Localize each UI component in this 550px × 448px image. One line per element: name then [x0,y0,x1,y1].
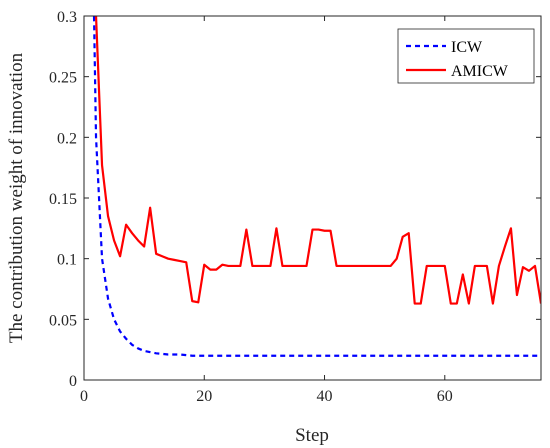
x-axis-title: Step [295,425,329,446]
y-tick-label: 0.1 [57,252,77,269]
y-tick-label: 0 [69,373,77,390]
y-axis-title: The contribution weight of innovation [6,52,27,343]
legend-label-amicw: AMICW [451,63,509,80]
x-tick-label: 20 [196,388,212,405]
y-tick-label: 0.05 [49,312,77,329]
legend-label-icw: ICW [451,39,483,56]
x-tick-label: 40 [317,388,333,405]
y-tick-label: 0.3 [57,9,77,26]
series-line-amicw [94,16,541,305]
tick-layer: 0 20 40 60 0 0.05 0.1 0.15 0.2 0.25 0.3 [49,9,541,405]
series-layer [92,16,541,357]
y-tick-label: 0.25 [49,70,77,87]
legend-box [397,28,535,84]
x-tick-label: 60 [437,388,453,405]
y-tick-label: 0.15 [49,191,77,208]
series-line-icw [92,16,541,357]
legend: ICW AMICW [397,28,535,84]
x-tick-label: 0 [80,388,88,405]
y-tick-label: 0.2 [57,130,77,147]
